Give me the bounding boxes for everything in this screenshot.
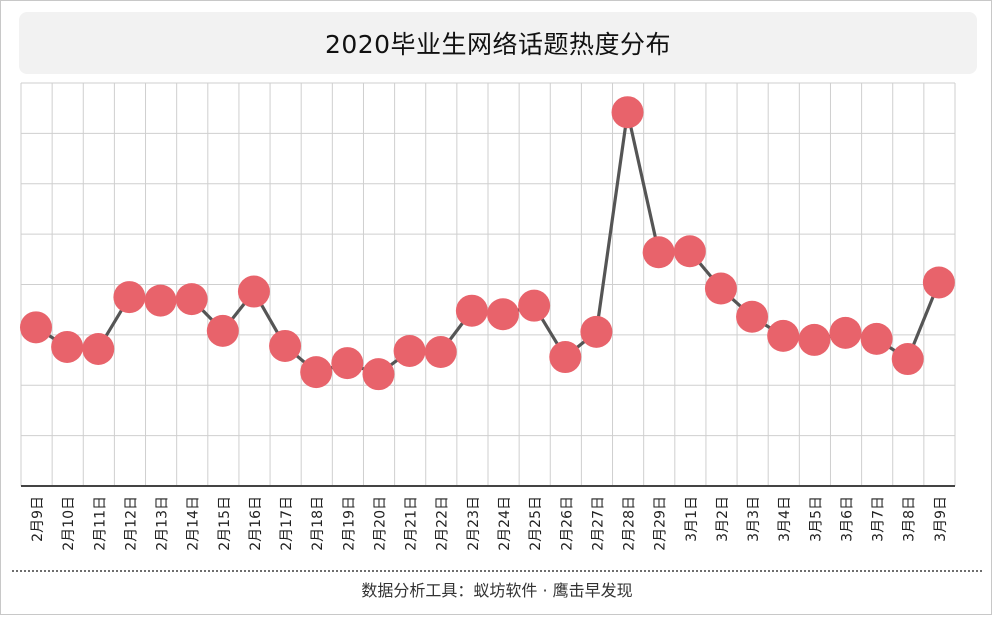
x-tick-label: 2月22日 bbox=[435, 496, 451, 551]
x-tick-label: 2月29日 bbox=[653, 496, 669, 551]
x-tick-label: 2月21日 bbox=[404, 496, 420, 551]
data-point-27 bbox=[829, 316, 862, 349]
footer-divider bbox=[12, 570, 982, 572]
x-tick-label: 3月5日 bbox=[808, 496, 824, 542]
x-tick-label: 2月16日 bbox=[248, 496, 264, 551]
data-point-16 bbox=[487, 298, 519, 331]
data-point-19 bbox=[580, 315, 613, 348]
data-point-7 bbox=[206, 314, 239, 347]
x-tick-label: 3月9日 bbox=[933, 496, 949, 542]
x-tick-label: 2月27日 bbox=[590, 496, 606, 551]
x-tick-label: 2月17日 bbox=[279, 496, 295, 551]
data-point-1 bbox=[20, 311, 52, 344]
x-tick-label: 2月11日 bbox=[92, 496, 108, 551]
x-tick-label: 2月19日 bbox=[341, 496, 357, 551]
data-point-17 bbox=[518, 289, 551, 322]
data-point-4 bbox=[113, 281, 146, 314]
data-point-2 bbox=[51, 330, 84, 363]
data-point-13 bbox=[393, 334, 426, 367]
data-point-15 bbox=[455, 294, 488, 327]
data-point-6 bbox=[175, 283, 208, 316]
data-point-22 bbox=[673, 235, 706, 268]
x-tick-label: 2月18日 bbox=[310, 496, 326, 551]
x-tick-label: 2月23日 bbox=[466, 496, 482, 551]
data-point-29 bbox=[891, 343, 924, 376]
chart-title: 2020毕业生网络话题热度分布 bbox=[324, 30, 672, 59]
x-tick-label: 2月20日 bbox=[372, 496, 388, 551]
data-point-20 bbox=[611, 96, 644, 129]
x-tick-label: 3月7日 bbox=[871, 496, 887, 542]
data-point-25 bbox=[767, 319, 800, 352]
x-tick-label: 2月26日 bbox=[559, 496, 575, 551]
data-point-5 bbox=[144, 284, 177, 317]
x-tick-label: 3月8日 bbox=[902, 496, 918, 542]
data-point-18 bbox=[549, 341, 582, 374]
data-point-30 bbox=[922, 266, 955, 299]
data-point-8 bbox=[237, 275, 270, 308]
x-tick-label: 2月24日 bbox=[497, 496, 513, 551]
data-point-12 bbox=[362, 358, 395, 391]
data-point-23 bbox=[704, 272, 737, 305]
data-point-21 bbox=[642, 236, 675, 269]
x-tick-label: 3月2日 bbox=[715, 496, 731, 542]
x-tick-label: 3月6日 bbox=[839, 496, 855, 542]
x-tick-label: 3月4日 bbox=[777, 496, 793, 542]
x-tick-label: 2月12日 bbox=[123, 496, 139, 551]
data-point-26 bbox=[798, 323, 831, 356]
data-point-28 bbox=[860, 322, 893, 355]
data-point-10 bbox=[300, 356, 333, 389]
title-bar: 2020毕业生网络话题热度分布 bbox=[19, 12, 977, 74]
data-point-9 bbox=[269, 329, 302, 362]
data-point-3 bbox=[82, 332, 115, 365]
x-tick-label: 3月1日 bbox=[684, 496, 700, 542]
x-tick-label: 2月14日 bbox=[186, 496, 202, 551]
x-tick-label: 2月25日 bbox=[528, 496, 544, 551]
data-point-11 bbox=[331, 347, 364, 380]
x-tick-label: 2月10日 bbox=[61, 496, 77, 551]
data-point-14 bbox=[424, 336, 457, 369]
data-point-24 bbox=[736, 300, 769, 333]
x-tick-label: 2月28日 bbox=[622, 496, 638, 551]
x-tick-label: 2月15日 bbox=[217, 496, 233, 551]
x-tick-label: 3月3日 bbox=[746, 496, 762, 542]
x-tick-label: 2月13日 bbox=[155, 496, 171, 551]
x-tick-label: 2月9日 bbox=[30, 496, 46, 542]
footer-source-text: 数据分析工具：蚁坊软件 · 鹰击早发现 bbox=[361, 581, 633, 600]
